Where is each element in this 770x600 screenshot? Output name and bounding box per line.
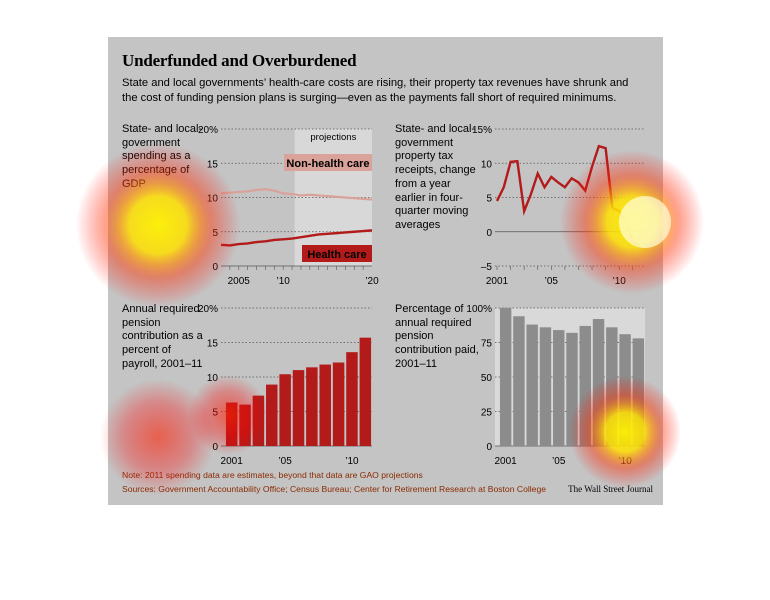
y-tick-label: 15% — [472, 125, 492, 136]
projections-annotation: projections — [310, 132, 356, 143]
publisher-credit: The Wall Street Journal — [568, 484, 653, 494]
y-tick-label: 15 — [207, 159, 219, 170]
y-tick-label: 15 — [207, 339, 219, 350]
y-tick-label: 75 — [481, 339, 493, 350]
y-tick-label: 10 — [207, 194, 219, 205]
x-tick-label: ’10 — [276, 276, 290, 287]
charts-canvas: 20%1510502005’10’20projectionsNon-health… — [198, 125, 645, 467]
y-tick-label: 25 — [481, 408, 493, 419]
graphic-title: Underfunded and Overburdened — [122, 51, 357, 70]
bar — [619, 334, 631, 446]
x-tick-label: ’10 — [613, 276, 627, 287]
bar — [239, 404, 251, 446]
y-tick-label: 50 — [481, 373, 493, 384]
y-tick-label: 5 — [212, 408, 218, 419]
bar — [579, 325, 591, 446]
x-tick-label: ’10 — [345, 456, 359, 467]
bar — [306, 367, 318, 446]
bar — [359, 337, 372, 446]
series-line — [220, 188, 373, 201]
chart4-label: Percentage of annual required pension co… — [395, 303, 479, 370]
bar — [346, 352, 358, 446]
legend-label: Non-health care — [286, 158, 369, 170]
x-tick-label: ’05 — [278, 456, 292, 467]
graphic-panel: Underfunded and Overburdened State and l… — [108, 37, 663, 505]
bar — [266, 384, 278, 446]
bar — [332, 362, 345, 446]
y-tick-label: 10 — [481, 159, 493, 170]
series-line — [495, 144, 641, 247]
x-tick-label: 2001 — [221, 456, 244, 467]
bar — [526, 324, 538, 446]
x-tick-label: 2001 — [486, 276, 509, 287]
y-tick-label: 0 — [486, 442, 492, 453]
y-tick-label: –5 — [481, 262, 493, 273]
legend-tag-non-health — [284, 154, 372, 171]
bar — [279, 374, 291, 446]
graphic-subtitle: State and local governments’ health-care… — [122, 77, 629, 104]
bar — [252, 395, 265, 446]
chart2-label: State- and local-government property tax… — [395, 123, 476, 231]
x-tick-label: ’05 — [552, 456, 566, 467]
bar — [319, 364, 331, 446]
bar — [606, 327, 618, 446]
y-tick-label: 0 — [212, 442, 218, 453]
bar — [225, 402, 238, 446]
legend-tag-health — [302, 245, 372, 262]
x-tick-label: ’05 — [545, 276, 559, 287]
series-line — [220, 229, 373, 247]
y-tick-label: 0 — [486, 228, 492, 239]
legend-label: Health care — [307, 249, 366, 261]
y-tick-label: 0 — [212, 262, 218, 273]
bar — [513, 316, 525, 446]
y-tick-label: 20% — [198, 125, 218, 136]
sources: Sources: Government Accountability Offic… — [122, 484, 547, 494]
x-tick-label: 2001 — [495, 456, 518, 467]
bar — [292, 370, 305, 446]
bar — [499, 308, 512, 446]
bar — [553, 330, 565, 446]
y-tick-label: 100% — [466, 304, 492, 315]
x-tick-label: 2005 — [228, 276, 251, 287]
bar — [592, 319, 605, 446]
y-tick-label: 20% — [198, 304, 218, 315]
bar — [566, 332, 578, 446]
y-tick-label: 5 — [486, 194, 492, 205]
bar — [539, 327, 552, 446]
x-tick-label: ’10 — [618, 456, 632, 467]
x-tick-label: ’20 — [365, 276, 379, 287]
y-tick-label: 10 — [207, 373, 219, 384]
y-tick-label: 5 — [212, 228, 218, 239]
bar — [632, 338, 645, 446]
footnote: Note: 2011 spending data are estimates, … — [122, 470, 423, 480]
